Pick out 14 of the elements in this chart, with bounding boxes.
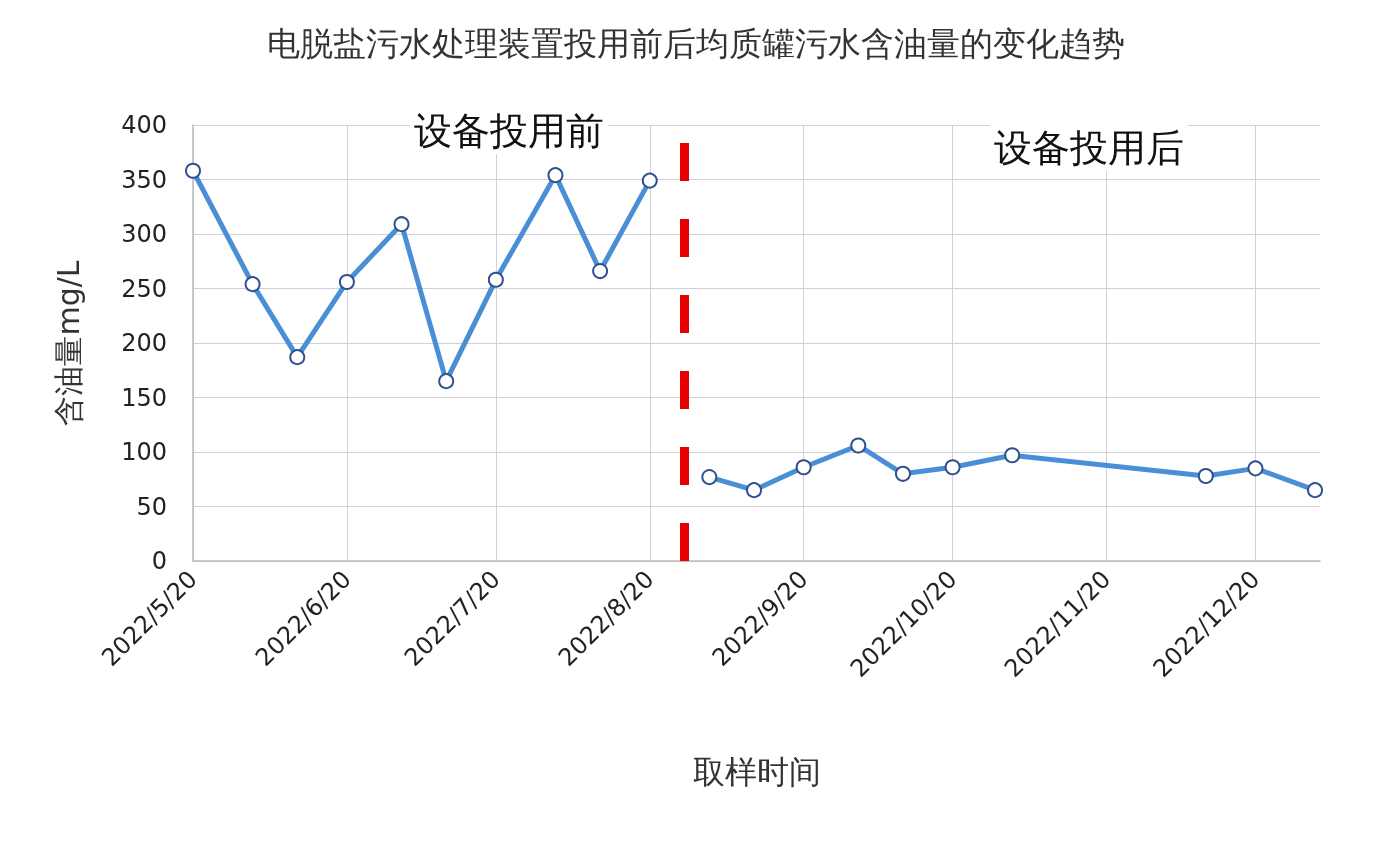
annotation: 设备投用前 [414,109,604,153]
y-tick-label: 50 [136,492,167,521]
y-tick-label: 250 [121,274,167,303]
y-tick-label: 150 [121,383,167,412]
y-axis-title: 含油量mg/L [50,260,86,426]
chart-title: 电脱盐污水处理装置投用前后均质罐污水含油量的变化趋势 [267,24,1125,63]
annotation: 设备投用后 [994,126,1184,170]
x-axis-title: 取样时间 [692,753,821,791]
y-tick-label: 100 [121,438,167,466]
y-tick-label: 200 [121,329,167,357]
y-tick-label: 0 [151,547,167,575]
y-tick-label: 400 [121,111,167,139]
y-tick-label: 350 [121,165,167,194]
y-tick-label: 300 [121,220,167,248]
